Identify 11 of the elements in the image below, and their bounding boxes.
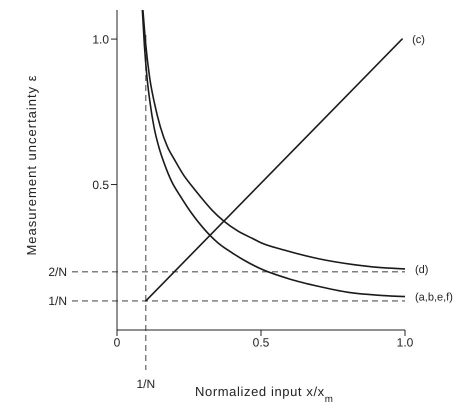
series-label: (a,b,e,f) (415, 291, 453, 304)
series-label: (c) (412, 34, 425, 46)
x-tick-label: 1.0 (396, 336, 414, 350)
x-tick-label: 0 (114, 336, 121, 350)
ref-line-label: 2/N (48, 265, 67, 280)
y-axis-title: Measurement uncertainty ε (24, 74, 39, 256)
x-tick-label: 0.5 (252, 336, 270, 350)
series-label: (d) (415, 264, 428, 276)
ref-line-label: 1/N (136, 377, 156, 391)
x-axis-title: Normalized input x/x$_{m}$ (195, 384, 334, 404)
ref-line-label: 1/N (48, 294, 67, 308)
